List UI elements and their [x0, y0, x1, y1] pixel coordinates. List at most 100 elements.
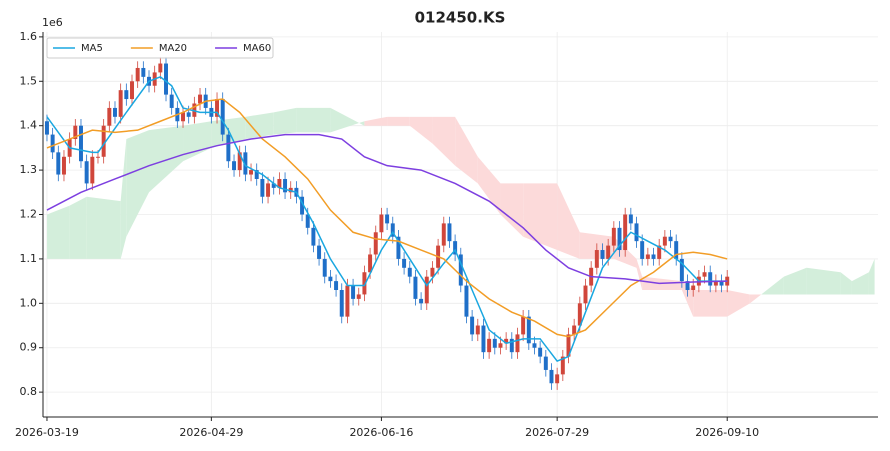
candle-body	[61, 156, 66, 175]
candle-body	[226, 134, 231, 162]
candle-body	[130, 81, 134, 100]
candle-body	[118, 90, 123, 117]
cloud-segment	[455, 116, 478, 184]
candle-body	[283, 178, 288, 193]
cloud-segment	[120, 139, 127, 259]
candle-body	[322, 258, 327, 277]
candle-body	[362, 272, 367, 295]
cloud-segment	[364, 116, 388, 126]
candle-body	[475, 325, 480, 335]
cloud-segment	[806, 267, 841, 295]
x-tick-label: 2026-07-29	[525, 426, 589, 439]
candle-body	[107, 107, 112, 126]
cloud-segment	[432, 116, 456, 166]
candle-body	[691, 285, 696, 290]
y-tick-label: 1.5	[20, 74, 38, 87]
candle-body	[668, 236, 673, 242]
cloud-segment	[840, 272, 852, 295]
candle-body	[181, 112, 186, 122]
candle-body	[164, 63, 168, 95]
candle-body	[198, 94, 203, 104]
y-tick-label: 0.8	[20, 385, 38, 398]
legend-label: MA20	[159, 43, 187, 54]
candle-body	[232, 161, 237, 171]
cloud-segment	[681, 281, 694, 317]
candle-body	[504, 338, 509, 344]
cloud-segment	[749, 294, 762, 304]
legend: MA5 MA20 MA60	[46, 37, 274, 59]
ma-line	[46, 98, 728, 338]
candle-body	[379, 214, 384, 233]
candle-body	[396, 236, 401, 259]
candle-body	[515, 334, 520, 353]
candle-body	[611, 227, 616, 246]
candle-body	[339, 289, 344, 317]
candle-body	[441, 223, 446, 246]
y-tick-label: 0.9	[20, 341, 38, 354]
candle-body	[277, 178, 282, 188]
x-tick-label: 2026-09-10	[695, 426, 759, 439]
candle-body	[254, 170, 259, 179]
candle-body	[645, 254, 650, 259]
candle-body	[84, 161, 89, 184]
candle-body	[481, 325, 486, 353]
candle-body	[135, 67, 140, 82]
candle-body	[44, 121, 49, 135]
cloud-segment	[245, 112, 274, 140]
candle-body	[169, 94, 174, 108]
candle-body	[73, 125, 78, 140]
y-tick-label: 1.3	[20, 163, 38, 176]
candle-body	[538, 347, 543, 357]
candle-body	[300, 196, 305, 215]
ma-line	[46, 75, 728, 362]
candle-body	[413, 276, 418, 299]
candle-body	[617, 227, 622, 251]
cloud-segment	[409, 116, 433, 144]
candle-body	[492, 338, 497, 348]
candle-body	[56, 152, 61, 175]
chart-title: 012450.KS	[415, 9, 506, 27]
candle-body	[90, 156, 95, 184]
cloud-segment	[273, 107, 297, 135]
candle-body	[651, 254, 656, 259]
candle-body	[549, 369, 554, 384]
candle-body	[266, 183, 271, 197]
candle-body	[430, 267, 435, 277]
cloud-segment	[851, 272, 869, 295]
candle-body	[249, 170, 254, 175]
candle-body	[702, 272, 707, 277]
y-tick-label: 1.2	[20, 208, 38, 221]
cloud-segment	[149, 125, 184, 193]
candle-body	[334, 281, 339, 290]
candle-body	[498, 343, 503, 348]
y-tick-label: 1.6	[20, 30, 38, 43]
candle-body	[345, 285, 350, 317]
ma-line	[46, 133, 728, 285]
cloud-segment	[86, 196, 121, 259]
candle-body	[158, 63, 163, 73]
candle-body	[453, 241, 458, 255]
candle-body	[555, 374, 560, 384]
candle-body	[685, 281, 690, 290]
cloud-segment	[783, 267, 807, 295]
candle-body	[543, 356, 548, 370]
candle-body	[305, 214, 310, 228]
candle-body	[424, 276, 429, 304]
candle-body	[583, 285, 588, 304]
candle-body	[657, 245, 662, 259]
candle-body	[260, 178, 265, 197]
candle-body	[96, 156, 100, 158]
candle-body	[356, 294, 361, 299]
cloud-segment	[557, 183, 580, 259]
candle-body	[708, 272, 713, 286]
cloud-segment	[46, 205, 70, 259]
cloud-segment	[761, 276, 784, 295]
candle-body	[407, 267, 412, 277]
candle-body	[317, 245, 322, 259]
candle-body	[674, 241, 679, 259]
cloud-segment	[126, 130, 150, 237]
cloud-segment	[500, 183, 524, 237]
legend-label: MA5	[81, 43, 103, 54]
x-tick-label: 2026-04-29	[179, 426, 243, 439]
candle-body	[373, 232, 378, 255]
